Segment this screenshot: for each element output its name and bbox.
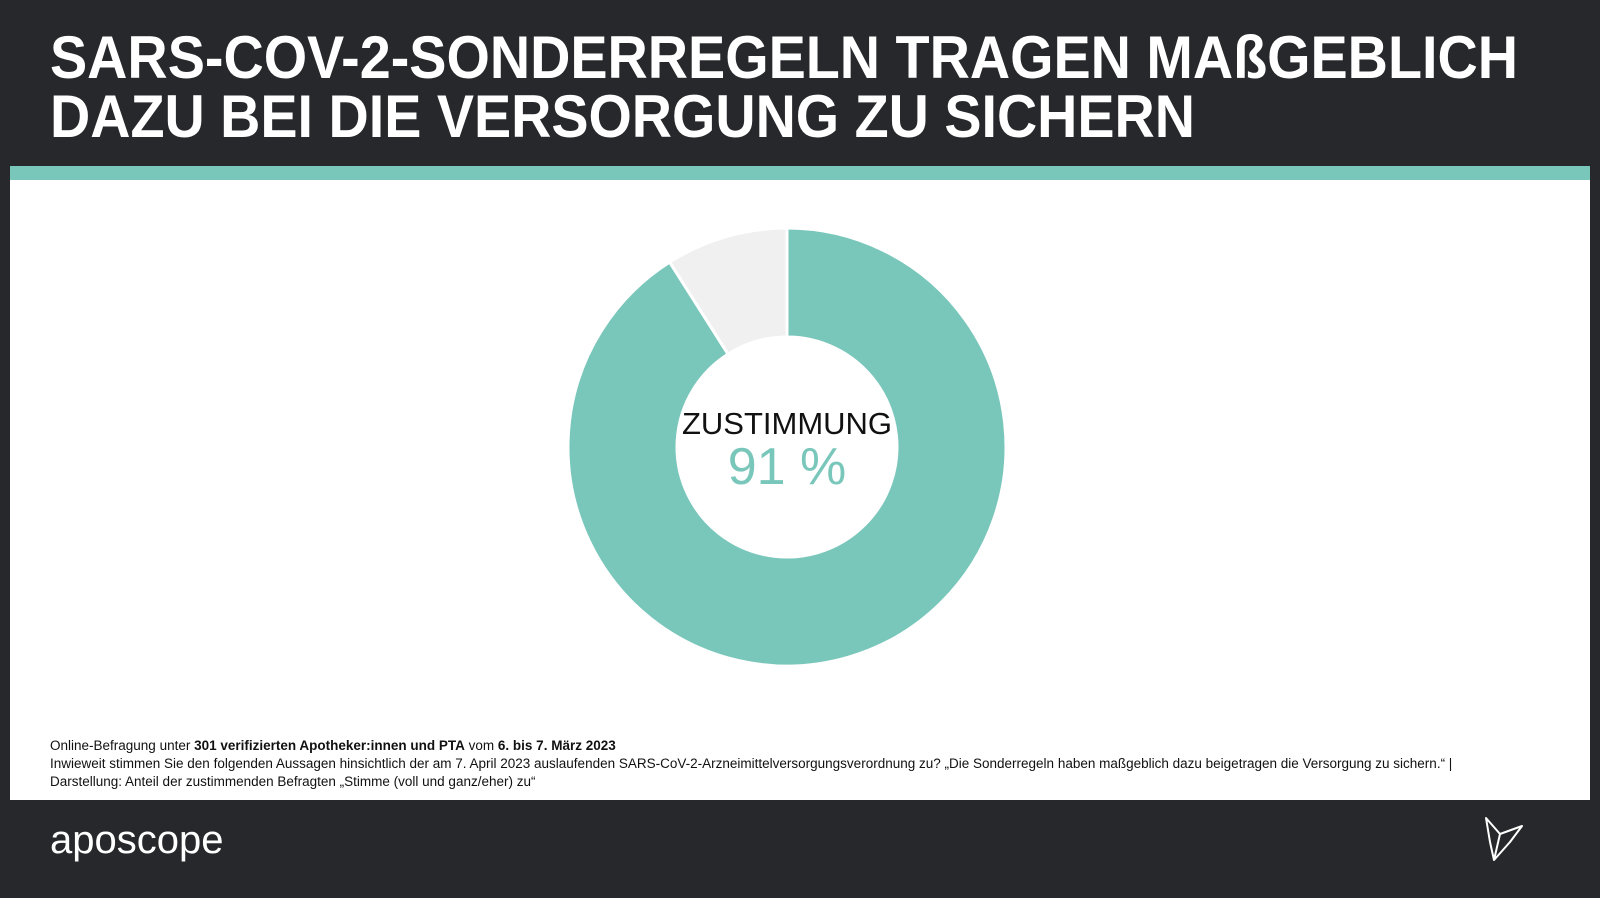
center-value: 91 %	[728, 438, 847, 496]
footnote: Online-Befragung unter 301 verifizierten…	[50, 738, 616, 753]
footnote-part: Online-Befragung unter	[50, 738, 194, 753]
footnote-part: 6. bis 7. März 2023	[498, 738, 616, 753]
footnote-part: 301 verifizierten Apotheker:innen und PT…	[194, 738, 465, 753]
donut-slice	[667, 226, 789, 357]
bird-icon	[1485, 817, 1523, 861]
footnote: Darstellung: Anteil der zustimmenden Bef…	[50, 774, 535, 789]
chart-title: SARS-COV-2-SONDERREGELN TRAGEN MAßGEBLIC…	[50, 24, 1518, 91]
footnote-part: vom	[465, 738, 498, 753]
donut	[566, 226, 1008, 668]
accent-stripe	[10, 166, 1590, 180]
donut-slice	[566, 226, 1008, 668]
footnote: Inwieweit stimmen Sie den folgenden Auss…	[50, 756, 1452, 771]
chart-title: DAZU BEI DIE VERSORGUNG ZU SICHERN	[50, 83, 1195, 150]
center-label: ZUSTIMMUNG	[682, 406, 892, 441]
brand-logo: aposcope	[50, 818, 223, 862]
